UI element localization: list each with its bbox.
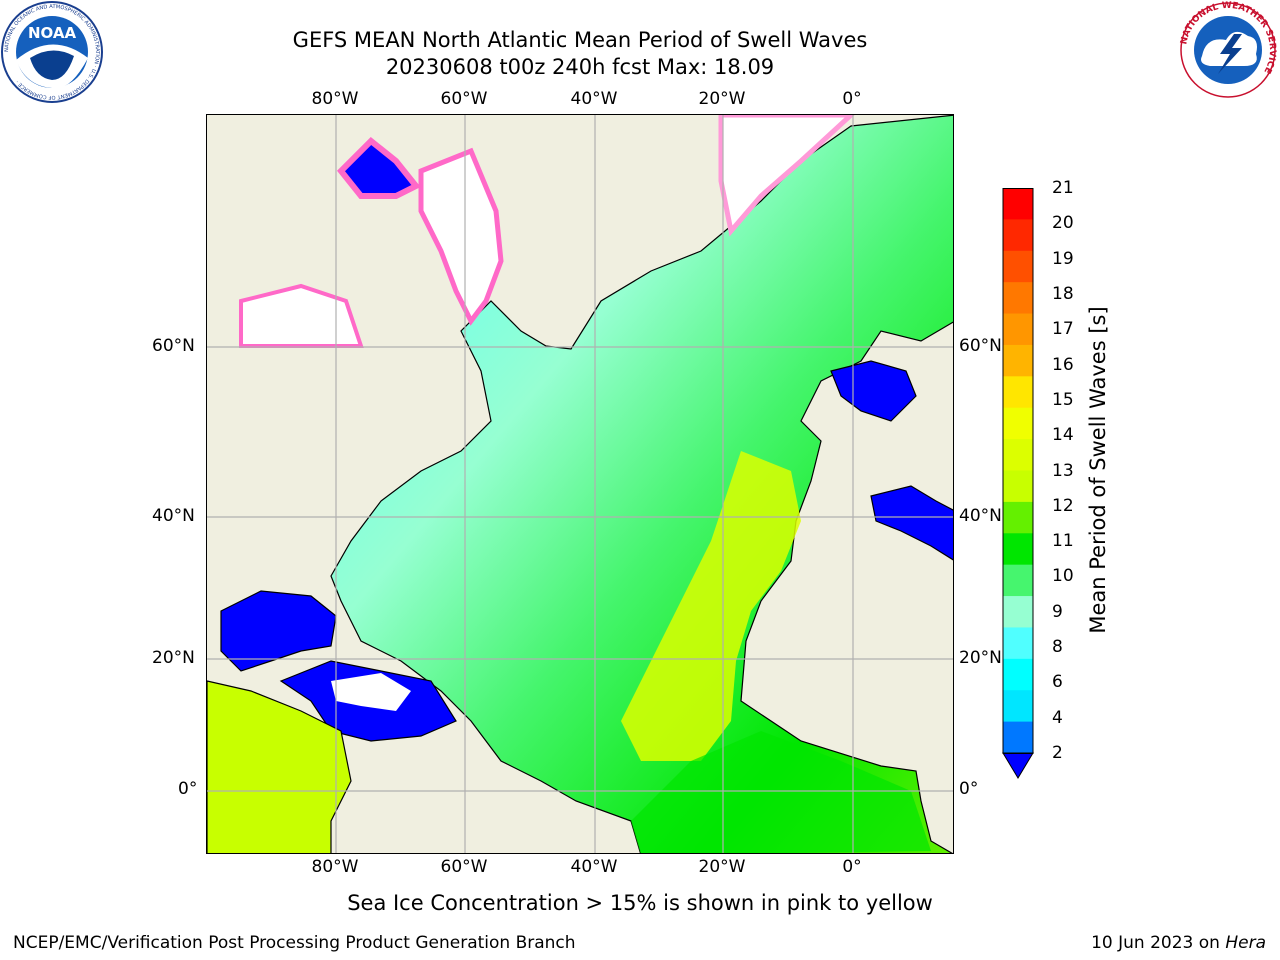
colorbar-tick-label: 13 <box>1052 460 1074 481</box>
lat-tick-right-40n: 40°N <box>959 506 1002 526</box>
lat-tick-left-60n: 60°N <box>152 336 195 356</box>
map-panel <box>206 114 954 854</box>
lat-tick-left-40n: 40°N <box>152 506 195 526</box>
colorbar-tick-label: 8 <box>1052 637 1063 658</box>
colorbar-band <box>1003 596 1033 628</box>
ocean-mediterranean <box>870 485 953 561</box>
lon-tick-bottom-20w: 20°W <box>698 857 746 877</box>
colorbar-tick-label: 17 <box>1052 319 1074 340</box>
swell-band-green-east <box>631 731 931 853</box>
colorbar <box>1002 188 1034 779</box>
sea-ice-note: Sea Ice Concentration > 15% is shown in … <box>347 891 933 915</box>
colorbar-underflow-arrow <box>1002 752 1034 779</box>
colorbar-tick-label: 16 <box>1052 354 1074 375</box>
ocean-hudson-bay <box>336 136 421 199</box>
colorbar-tick-label: 21 <box>1052 178 1074 198</box>
chart-title: GEFS MEAN North Atlantic Mean Period of … <box>292 28 868 52</box>
colorbar-tick-label: 10 <box>1052 566 1074 587</box>
map-svg <box>207 115 953 853</box>
land-south-america <box>207 680 352 853</box>
sea-ice-arctic-east <box>718 115 855 237</box>
noaa-text: NOAA <box>28 24 77 42</box>
colorbar-band <box>1003 439 1033 471</box>
ocean-north-atlantic <box>330 115 953 853</box>
colorbar-tick-label: 15 <box>1052 389 1074 410</box>
colorbar-band <box>1003 219 1033 252</box>
sea-ice-greenland <box>418 147 504 326</box>
ocean-north-sea <box>830 360 917 422</box>
colorbar-band <box>1003 313 1033 346</box>
graticule <box>207 115 953 853</box>
lon-tick-top-60w: 60°W <box>440 89 488 109</box>
lon-tick-bottom-40w: 40°W <box>570 857 618 877</box>
colorbar-label: Mean Period of Swell Waves [s] <box>1086 306 1110 634</box>
colorbar-band <box>1003 564 1033 597</box>
colorbar-band <box>1003 533 1033 566</box>
lat-tick-right-60n: 60°N <box>959 336 1002 356</box>
colorbar-tick-label: 14 <box>1052 425 1074 446</box>
footer-credit: NCEP/EMC/Verification Post Processing Pr… <box>13 933 576 953</box>
lon-tick-top-40w: 40°W <box>570 89 618 109</box>
colorbar-tick-label: 11 <box>1052 531 1074 552</box>
footer-date-text: 10 Jun 2023 on <box>1091 933 1220 953</box>
lon-tick-top-0: 0° <box>842 89 862 109</box>
colorbar-band <box>1003 721 1033 754</box>
colorbar-band <box>1003 501 1033 534</box>
lon-tick-bottom-0: 0° <box>842 857 862 877</box>
colorbar-band <box>1003 658 1033 691</box>
colorbar-band <box>1003 376 1033 409</box>
colorbar-band <box>1003 282 1033 315</box>
colorbar-band <box>1003 188 1033 220</box>
lat-tick-right-0: 0° <box>959 779 979 799</box>
ocean-gulf-of-mexico <box>220 590 337 672</box>
colorbar-tick-label: 20 <box>1052 213 1074 234</box>
footer-date: 10 Jun 2023 on Hera <box>1091 933 1266 953</box>
colorbar-tick-label: 18 <box>1052 283 1074 304</box>
colorbar-border <box>1002 188 1034 754</box>
caribbean-nodata <box>331 673 411 711</box>
colorbar-band <box>1003 470 1033 503</box>
lat-tick-left-0: 0° <box>178 779 198 799</box>
chart-subtitle-run: 20230608 t00z 240h fcst Max: 18.09 <box>385 55 775 79</box>
colorbar-band <box>1003 407 1033 440</box>
colorbar-band <box>1003 690 1033 723</box>
footer-host: Hera <box>1225 933 1266 953</box>
colorbar-tick-label: 2 <box>1052 743 1063 763</box>
colorbar-tick-label: 19 <box>1052 248 1074 269</box>
lon-tick-top-80w: 80°W <box>311 89 359 109</box>
colorbar-tick-label: 6 <box>1052 672 1063 693</box>
nws-logo: NATIONAL WEATHER SERVICE <box>1179 1 1277 98</box>
lon-tick-bottom-60w: 60°W <box>440 857 488 877</box>
colorbar-band <box>1003 344 1033 377</box>
lon-tick-top-20w: 20°W <box>698 89 746 109</box>
colorbar-tick-label: 9 <box>1052 601 1063 622</box>
colorbar-tick-label: 12 <box>1052 495 1074 516</box>
noaa-logo: NOAA NATIONAL OCEANIC AND ATMOSPHERIC AD… <box>1 1 103 103</box>
lat-tick-right-20n: 20°N <box>959 648 1002 668</box>
colorbar-band <box>1003 250 1033 283</box>
colorbar-tick-label: 4 <box>1052 707 1063 728</box>
sea-ice-baffin <box>239 283 364 348</box>
swell-band-yellow <box>621 451 801 761</box>
lat-tick-left-20n: 20°N <box>152 648 195 668</box>
colorbar-band <box>1003 627 1033 660</box>
lon-tick-bottom-80w: 80°W <box>311 857 359 877</box>
